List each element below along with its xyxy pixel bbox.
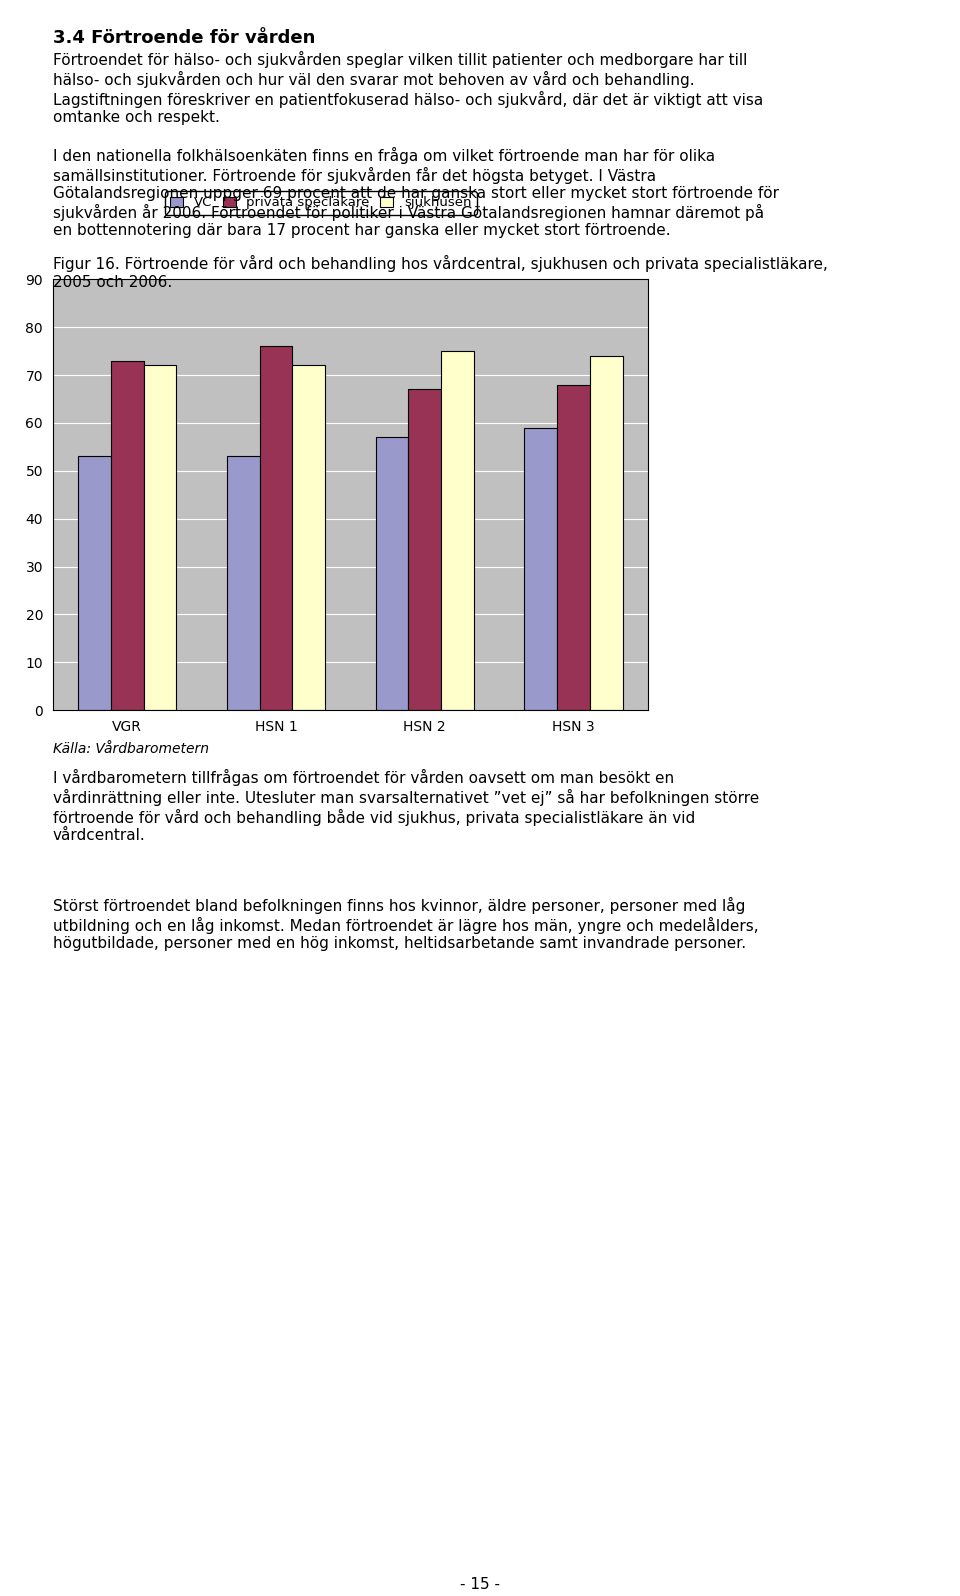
Legend: VC, privata specläkare, sjukhusen: VC, privata specläkare, sjukhusen [164, 192, 477, 214]
Text: 3.4 Förtroende för vården: 3.4 Förtroende för vården [53, 29, 315, 46]
Bar [524, 428, 557, 710]
Bar [557, 385, 590, 710]
Bar [375, 437, 408, 710]
Text: I vårdbarometern tillfrågas om förtroendet för vården oavsett om man besökt en
v: I vårdbarometern tillfrågas om förtroend… [53, 769, 759, 843]
Text: Figur 16. Förtroende för vård och behandling hos vårdcentral, sjukhusen och priv: Figur 16. Förtroende för vård och behand… [53, 255, 828, 290]
Bar [78, 456, 110, 710]
Bar [144, 365, 177, 710]
Bar [259, 346, 293, 710]
Text: Källa: Vårdbarometern: Källa: Vårdbarometern [53, 742, 209, 757]
Bar [442, 351, 474, 710]
Text: Störst förtroendet bland befolkningen finns hos kvinnor, äldre personer, persone: Störst förtroendet bland befolkningen fi… [53, 897, 758, 951]
Bar [227, 456, 259, 710]
Text: I den nationella folkhälsoenkäten finns en fråga om vilket förtroende man har fö: I den nationella folkhälsoenkäten finns … [53, 147, 779, 238]
Bar [293, 365, 325, 710]
Bar [110, 361, 144, 710]
Bar [590, 356, 623, 710]
Bar [408, 389, 442, 710]
Text: Förtroendet för hälso- och sjukvården speglar vilken tillit patienter och medbor: Förtroendet för hälso- och sjukvården sp… [53, 51, 763, 124]
Text: - 15 -: - 15 - [460, 1577, 500, 1591]
